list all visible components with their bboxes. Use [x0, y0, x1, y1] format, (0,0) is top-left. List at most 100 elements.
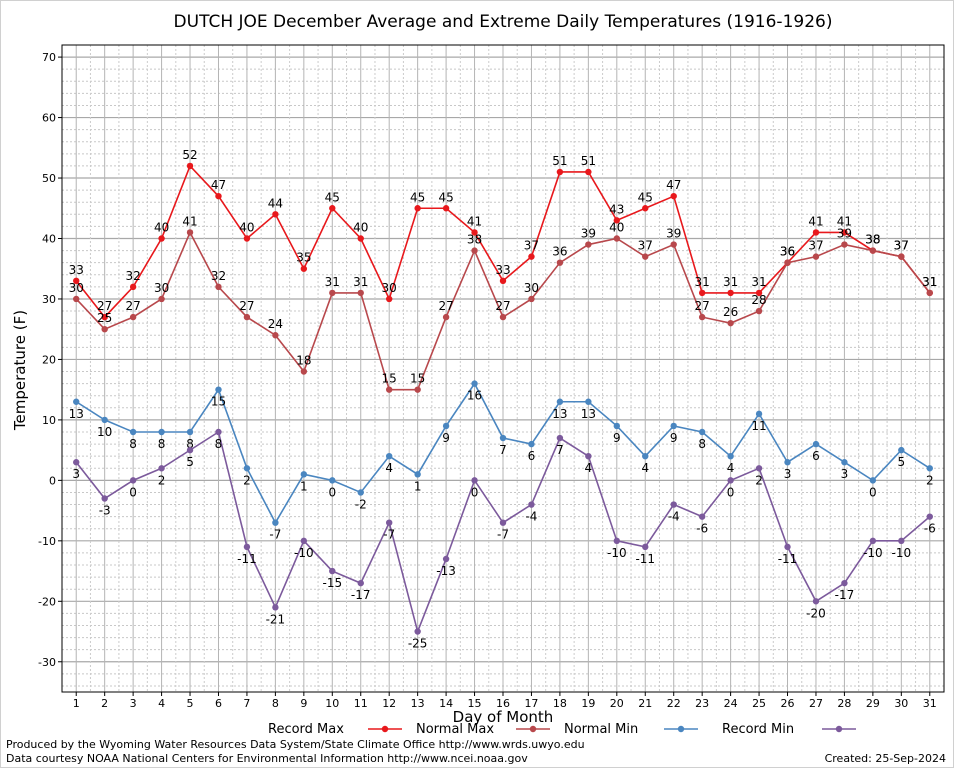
data-label: 8 [158, 437, 166, 451]
data-point [499, 277, 507, 285]
y-tick-label: 50 [42, 172, 56, 185]
data-point [101, 416, 108, 424]
series-record-min: 3-30258-11-21-10-15-17-7-25-130-7-474-10… [72, 428, 936, 651]
data-label: 40 [154, 220, 169, 234]
data-label: 24 [268, 317, 283, 331]
x-tick-label: 28 [837, 697, 851, 710]
data-label: 2 [755, 473, 763, 487]
data-label: -4 [668, 510, 680, 524]
data-point [243, 543, 251, 551]
data-label: 15 [382, 372, 397, 386]
data-label: 38 [865, 233, 880, 247]
data-label: 3 [841, 467, 849, 481]
data-point [300, 537, 308, 545]
data-label: -13 [436, 564, 456, 578]
data-point [158, 465, 165, 472]
data-point [243, 235, 251, 242]
data-point [129, 477, 137, 484]
y-tick-label: 0 [49, 474, 56, 487]
data-label: 36 [780, 245, 795, 259]
data-label: -17 [835, 588, 855, 602]
footer-created: Created: 25-Sep-2024 [824, 752, 946, 765]
data-label: 0 [727, 485, 735, 499]
data-point [642, 452, 649, 460]
y-tick-label: 40 [42, 232, 56, 245]
data-label: 36 [780, 245, 795, 259]
legend-label: Normal Min [564, 722, 638, 737]
data-point [215, 386, 222, 393]
data-label: 2 [926, 473, 934, 487]
data-label: 10 [97, 425, 112, 439]
data-label: -20 [806, 606, 826, 620]
data-label: 5 [898, 455, 906, 469]
data-point [784, 459, 791, 466]
data-label: 1 [414, 479, 422, 493]
data-label: 47 [211, 178, 226, 192]
data-label: 4 [727, 461, 735, 475]
data-point [385, 452, 393, 460]
data-point [926, 513, 933, 520]
data-point [300, 368, 308, 375]
data-point [698, 428, 706, 436]
data-point [841, 579, 848, 587]
x-tick-label: 18 [553, 697, 567, 710]
data-point [442, 555, 450, 563]
data-point [642, 253, 649, 260]
x-tick-label: 10 [325, 697, 339, 710]
data-point [414, 386, 421, 393]
data-point [329, 477, 336, 484]
data-point [556, 434, 564, 442]
data-point [613, 235, 621, 242]
x-tick-label: 4 [158, 697, 165, 710]
data-label: 27 [495, 299, 510, 313]
data-label: 27 [97, 299, 112, 313]
data-point [585, 168, 592, 176]
data-point [357, 235, 364, 242]
data-point [73, 277, 80, 285]
x-tick-label: 31 [923, 697, 937, 710]
data-point [585, 452, 592, 460]
data-label: 41 [467, 214, 482, 228]
data-point [755, 289, 763, 297]
legend-label: Record Max [268, 722, 344, 737]
data-point [471, 247, 478, 254]
data-label: 16 [467, 389, 482, 403]
data-point [585, 241, 592, 248]
data-point [442, 205, 450, 212]
x-tick-label: 7 [243, 697, 250, 710]
data-label: 31 [723, 275, 738, 289]
data-label: -2 [355, 497, 367, 511]
x-tick-label: 12 [382, 697, 396, 710]
legend-swatch-marker [677, 725, 685, 733]
data-point [926, 465, 933, 472]
data-point [727, 477, 734, 484]
data-label: -3 [99, 504, 111, 518]
data-point [556, 259, 564, 266]
footer-courtesy: Data courtesy NOAA National Centers for … [6, 752, 528, 765]
data-label: 33 [69, 263, 84, 277]
data-label: 30 [69, 281, 84, 295]
legend: Record Max Normal Max Normal Min Record Min [268, 722, 856, 737]
data-point [158, 295, 165, 303]
legend-label: Normal Max [416, 722, 494, 737]
data-label: 0 [869, 485, 877, 499]
data-label: 5 [186, 455, 194, 469]
data-point [129, 428, 137, 436]
data-point [841, 459, 848, 466]
data-label: 31 [751, 275, 766, 289]
data-point [727, 289, 734, 297]
data-point [528, 253, 535, 260]
legend-swatch-marker [529, 725, 537, 733]
data-label: -6 [924, 522, 936, 536]
x-tick-label: 27 [809, 697, 823, 710]
data-label: 4 [385, 461, 393, 475]
data-label: 43 [609, 202, 624, 216]
data-point [670, 422, 677, 430]
data-point [698, 513, 706, 520]
data-point [642, 205, 649, 212]
data-label: 37 [894, 239, 909, 253]
data-label: 8 [698, 437, 706, 451]
x-axis-label: Day of Month [453, 708, 554, 726]
data-point [357, 579, 364, 587]
